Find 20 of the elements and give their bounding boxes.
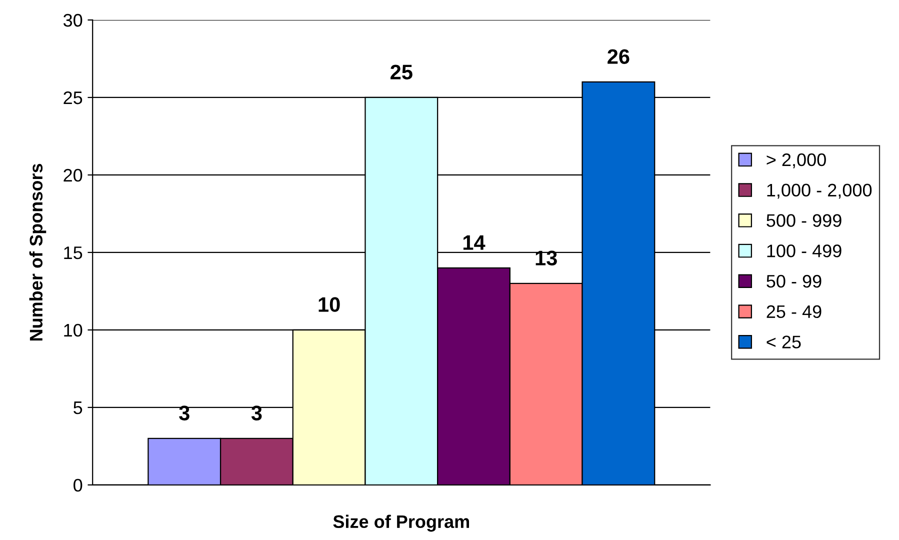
legend-label: 1,000 - 2,000	[767, 184, 872, 199]
y-tick-label: 10	[64, 324, 82, 337]
legend-label: 50 - 99	[766, 274, 822, 288]
data-label: 10	[318, 297, 340, 312]
y-tick-label: 30	[63, 14, 82, 27]
data-label: 14	[463, 235, 486, 250]
legend-label: < 25	[766, 336, 801, 348]
legend-label: > 2,000	[766, 153, 826, 168]
y-axis-title: Number of Sponsors	[29, 164, 46, 341]
y-tick-label: 15	[64, 246, 82, 260]
legend-label: 25 - 49	[766, 305, 822, 318]
data-label: 25	[390, 64, 412, 80]
legend-label: 500 - 999	[766, 214, 842, 227]
y-tick-label: 0	[74, 478, 82, 492]
data-label: 26	[608, 49, 630, 64]
y-tick-label: 20	[64, 168, 82, 182]
legend-label: 100 - 499	[767, 244, 842, 258]
x-axis-title: Size of Program	[333, 514, 470, 532]
y-tick-label: 5	[74, 402, 82, 414]
y-tick-label: 25	[64, 91, 82, 104]
